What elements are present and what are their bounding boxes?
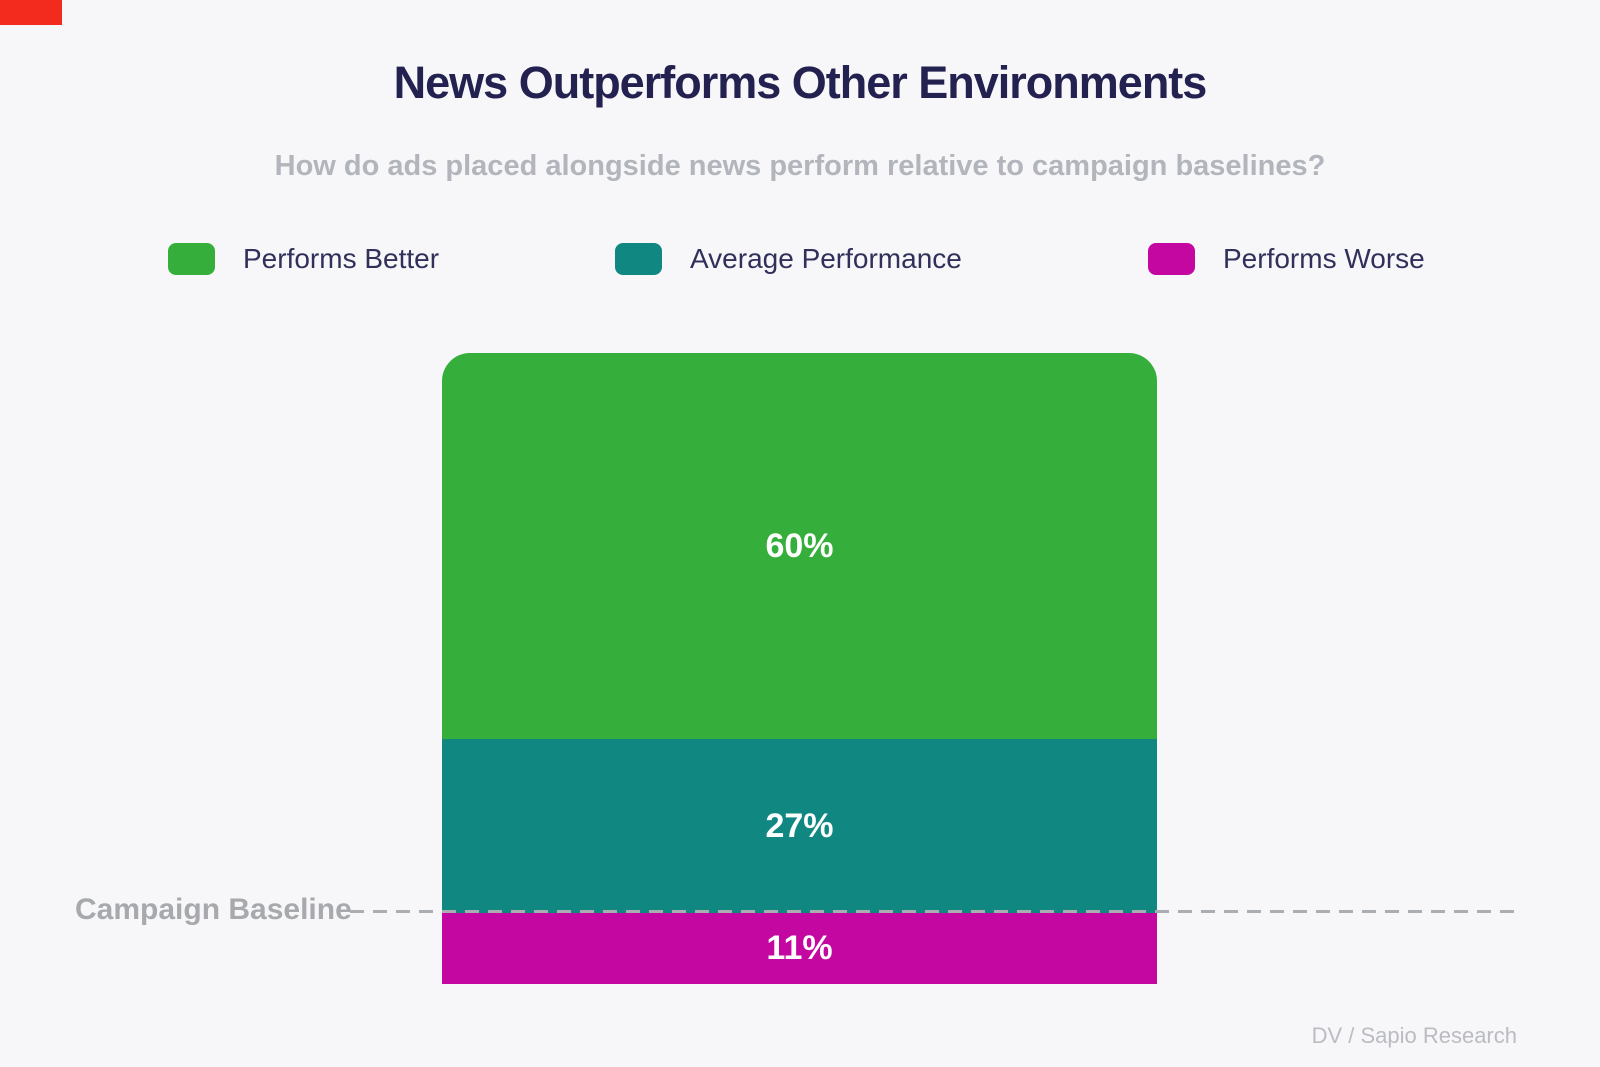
legend-swatch-magenta xyxy=(1148,243,1195,275)
bar-segment-average-performance: 27% xyxy=(442,739,1157,914)
segment-value-label: 11% xyxy=(766,929,833,968)
legend-label: Performs Better xyxy=(243,243,440,274)
campaign-baseline-dashed-line xyxy=(350,910,1517,913)
segment-value-label: 27% xyxy=(765,806,834,845)
legend-item-average-performance: Average Performance xyxy=(615,243,962,275)
legend-swatch-green xyxy=(168,243,215,275)
chart-subtitle: How do ads placed alongside news perform… xyxy=(274,150,1326,182)
stacked-bar: 60% 27% 11% xyxy=(442,353,1157,984)
legend-item-performs-better: Performs Better xyxy=(168,243,439,275)
legend-label: Performs Worse xyxy=(1223,243,1425,274)
bar-segment-performs-better: 60% xyxy=(442,353,1157,740)
legend-item-performs-worse: Performs Worse xyxy=(1148,243,1425,275)
source-attribution: DV / Sapio Research xyxy=(1311,1023,1517,1048)
bar-segment-performs-worse: 11% xyxy=(442,913,1157,984)
page-title: News Outperforms Other Environments xyxy=(393,57,1208,108)
segment-value-label: 60% xyxy=(765,526,834,565)
corner-red-marker xyxy=(0,0,62,25)
campaign-baseline-label: Campaign Baseline xyxy=(75,893,352,926)
legend-label: Average Performance xyxy=(690,243,962,274)
legend-swatch-teal xyxy=(615,243,662,275)
